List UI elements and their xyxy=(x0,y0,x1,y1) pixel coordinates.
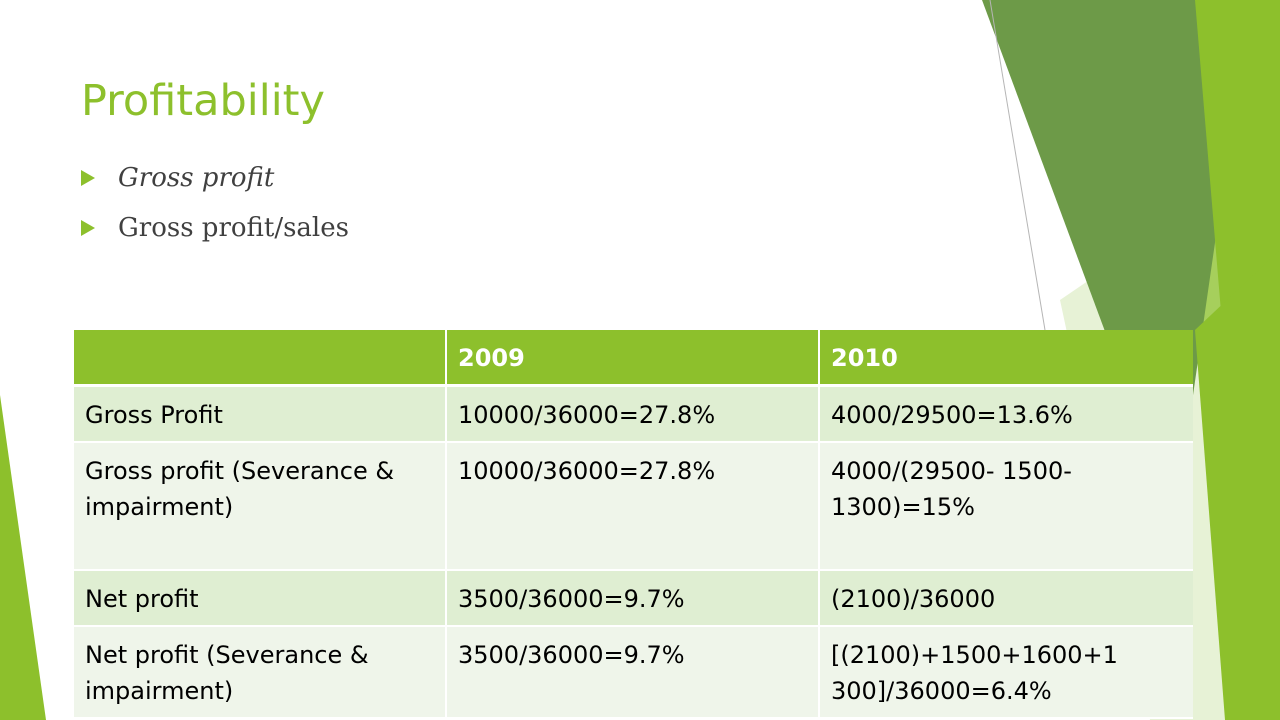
bullet-text: Gross profit/sales xyxy=(118,213,349,243)
bullet-item: Gross profit/sales xyxy=(80,208,349,258)
triangle-bullet-icon xyxy=(81,220,95,236)
table-cell: (2100)/36000 xyxy=(819,570,1193,627)
bullet-list: Gross profit Gross profit/sales xyxy=(80,158,349,258)
table-cell: 4000/(29500- 1500- 1300)=15% xyxy=(819,442,1193,571)
bullet-text: Gross profit xyxy=(118,163,275,193)
decor-line xyxy=(989,0,1046,331)
table-cell: Gross Profit xyxy=(74,385,447,443)
table-header-row: 2009 2010 xyxy=(74,330,1193,387)
slide-title: Profitability xyxy=(81,76,325,126)
bullet-item: Gross profit xyxy=(80,158,349,208)
table-cell: 4000/29500=13.6% xyxy=(819,385,1193,443)
table-row: Net profit (Severance & impairment) 3500… xyxy=(74,626,1193,719)
profitability-table: 2009 2010 Gross Profit 10000/36000=27.8%… xyxy=(74,330,1193,719)
table-cell: 10000/36000=27.8% xyxy=(446,442,820,571)
left-accent-shape xyxy=(0,395,46,720)
right-bottom-shape xyxy=(1195,250,1280,720)
triangle-bullet-icon xyxy=(81,170,95,186)
table-cell: 3500/36000=9.7% xyxy=(446,570,820,627)
table-header-cell: 2009 xyxy=(446,330,820,387)
table-row: Net profit 3500/36000=9.7% (2100)/36000 xyxy=(74,570,1193,627)
table-cell: Net profit xyxy=(74,570,447,627)
table-header-cell: 2010 xyxy=(819,330,1193,387)
table-row: Gross Profit 10000/36000=27.8% 4000/2950… xyxy=(74,385,1193,443)
table-cell: Net profit (Severance & impairment) xyxy=(74,626,447,719)
table-row: Gross profit (Severance & impairment) 10… xyxy=(74,442,1193,571)
table-header-cell xyxy=(74,330,447,387)
table-cell: Gross profit (Severance & impairment) xyxy=(74,442,447,571)
table-cell: [(2100)+1500+1600+1 300]/36000=6.4% xyxy=(819,626,1193,719)
table-cell: 10000/36000=27.8% xyxy=(446,385,820,443)
table-cell: 3500/36000=9.7% xyxy=(446,626,820,719)
